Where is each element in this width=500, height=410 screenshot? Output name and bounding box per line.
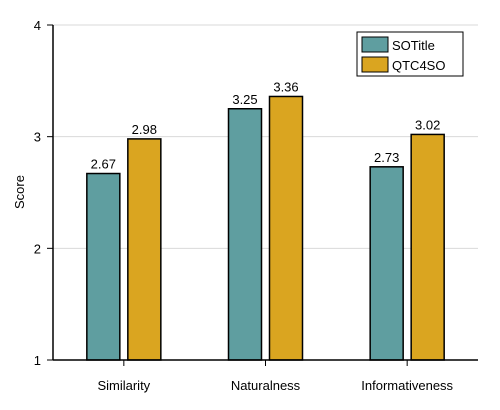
x-tick-label: Naturalness bbox=[231, 378, 301, 393]
legend-swatch bbox=[361, 56, 389, 73]
bar bbox=[127, 138, 162, 361]
bar bbox=[227, 108, 263, 361]
bars: 2.67 2.98 3.25 3.36 2.73 3.02 bbox=[86, 79, 445, 361]
data-label: 3.36 bbox=[273, 79, 298, 94]
y-tick-label: 2 bbox=[34, 241, 41, 256]
y-tick-label: 4 bbox=[34, 18, 41, 33]
y-tick-label: 3 bbox=[34, 130, 41, 145]
x-tick-label: Similarity bbox=[97, 378, 150, 393]
data-label: 2.73 bbox=[374, 150, 399, 165]
data-label: 3.25 bbox=[232, 92, 257, 107]
legend-label: QTC4SO bbox=[392, 58, 445, 73]
y-tick-label: 1 bbox=[34, 353, 41, 368]
bar bbox=[86, 172, 121, 361]
data-label: 2.98 bbox=[132, 122, 157, 137]
bar bbox=[369, 166, 404, 361]
axes: 1 2 3 4 Similarity Naturalness Informativeness bbox=[34, 18, 478, 393]
data-label: 3.02 bbox=[415, 117, 440, 132]
legend: SOTitle QTC4SO bbox=[356, 31, 464, 77]
data-label: 2.67 bbox=[91, 157, 116, 172]
bar bbox=[268, 95, 304, 361]
legend-swatch bbox=[361, 36, 389, 53]
y-axis-label: Score bbox=[12, 175, 27, 209]
bar bbox=[410, 133, 445, 361]
x-tick-label: Informativeness bbox=[361, 378, 453, 393]
gridlines bbox=[53, 24, 478, 249]
legend-label: SOTitle bbox=[392, 38, 435, 53]
